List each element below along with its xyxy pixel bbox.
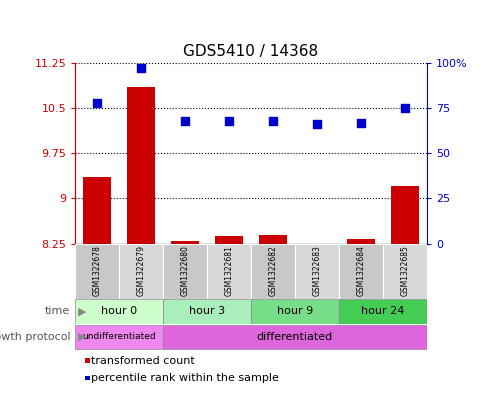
Point xyxy=(312,121,320,127)
Bar xyxy=(382,244,426,299)
Text: hour 0: hour 0 xyxy=(101,307,137,316)
Bar xyxy=(163,244,207,299)
Bar xyxy=(75,244,119,299)
Text: time: time xyxy=(45,307,70,316)
Point xyxy=(400,105,408,111)
Bar xyxy=(170,241,199,244)
Text: GSM1322679: GSM1322679 xyxy=(136,245,145,296)
Text: ▶: ▶ xyxy=(77,332,86,342)
Bar xyxy=(338,244,382,299)
Point xyxy=(356,119,364,126)
Text: differentiated: differentiated xyxy=(257,332,333,342)
Text: percentile rank within the sample: percentile rank within the sample xyxy=(91,373,278,383)
Title: GDS5410 / 14368: GDS5410 / 14368 xyxy=(183,44,318,59)
Point xyxy=(93,99,101,106)
Text: GSM1322680: GSM1322680 xyxy=(180,245,189,296)
Bar xyxy=(83,177,111,244)
Text: growth protocol: growth protocol xyxy=(0,332,70,342)
Text: GSM1322682: GSM1322682 xyxy=(268,245,277,296)
Bar xyxy=(346,239,375,244)
Bar xyxy=(214,236,243,244)
Point xyxy=(269,118,276,124)
Text: GSM1322684: GSM1322684 xyxy=(356,245,364,296)
Text: undifferentiated: undifferentiated xyxy=(82,332,156,342)
Bar xyxy=(207,244,251,299)
Bar xyxy=(75,325,163,349)
Bar xyxy=(390,186,418,244)
Text: GSM1322681: GSM1322681 xyxy=(224,245,233,296)
Text: hour 24: hour 24 xyxy=(361,307,404,316)
Bar xyxy=(302,244,331,246)
Bar xyxy=(258,235,287,244)
Point xyxy=(137,65,145,72)
Bar xyxy=(119,244,163,299)
Text: hour 9: hour 9 xyxy=(276,307,312,316)
Bar xyxy=(338,299,426,324)
Bar xyxy=(294,244,338,299)
Bar xyxy=(163,325,426,349)
Point xyxy=(225,118,232,124)
Bar xyxy=(163,299,251,324)
Text: GSM1322678: GSM1322678 xyxy=(92,245,102,296)
Text: GSM1322683: GSM1322683 xyxy=(312,245,321,296)
Bar xyxy=(251,299,338,324)
Bar xyxy=(126,87,155,244)
Text: transformed count: transformed count xyxy=(91,356,194,366)
Text: GSM1322685: GSM1322685 xyxy=(399,245,408,296)
Point xyxy=(181,118,189,124)
Bar xyxy=(251,244,294,299)
Text: hour 3: hour 3 xyxy=(189,307,225,316)
Text: ▶: ▶ xyxy=(77,307,86,316)
Bar xyxy=(75,299,163,324)
